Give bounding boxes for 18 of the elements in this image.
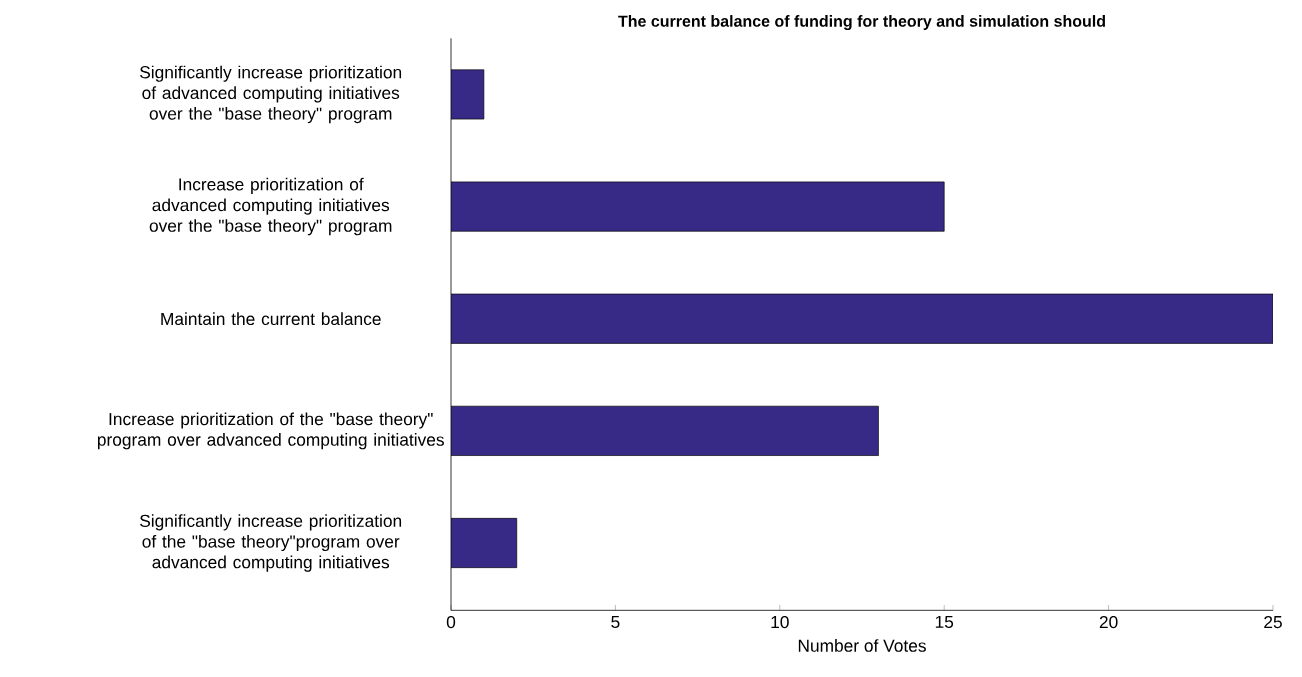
- x-tick-label: 15: [935, 615, 954, 629]
- bar: [451, 405, 879, 456]
- bar: [451, 293, 1273, 344]
- y-tick-label: Significantly increase prioritization of advanced computing initiatives over the "base theory" program: [140, 65, 402, 124]
- x-tick-label: 0: [446, 615, 456, 629]
- x-tick-label: 10: [771, 615, 789, 629]
- y-tick-label: Increase prioritization of advanced computing initiatives over the "base theory" program: [149, 177, 392, 236]
- x-tick-label: 5: [611, 615, 620, 629]
- bar: [451, 69, 485, 120]
- x-tick-label: 25: [1264, 615, 1282, 629]
- x-tick-label: 20: [1099, 615, 1118, 629]
- y-tick-label: Significantly increase prioritization of the "base theory"program over advanced computing initiatives: [140, 514, 402, 572]
- chart-title: The current balance of funding for theory and simulation should: [618, 15, 1105, 31]
- y-tick-label: Maintain the current balance: [161, 312, 381, 326]
- bar: [451, 518, 518, 569]
- x-axis-title: Number of Votes: [798, 639, 926, 652]
- bar: [451, 181, 945, 232]
- y-tick-label: Increase prioritization of the "base theory" program over advanced computing initiatives: [97, 412, 444, 450]
